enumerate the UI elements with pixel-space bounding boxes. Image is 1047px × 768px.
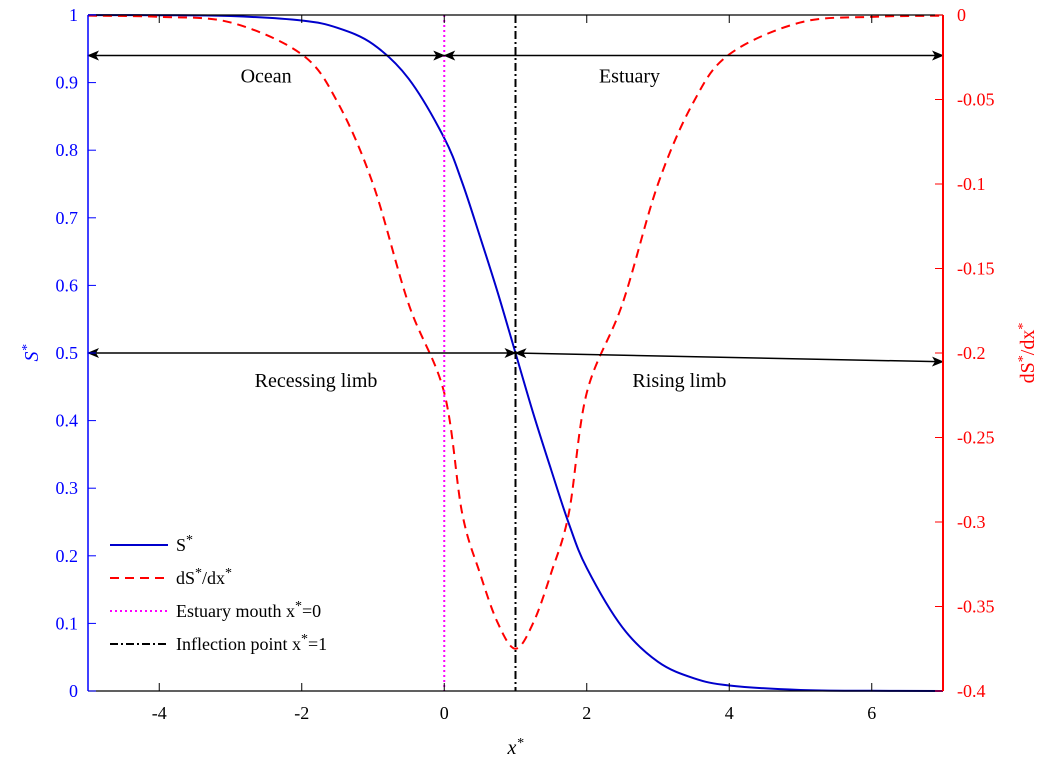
- superscript-star: *: [516, 736, 523, 751]
- y-right-tick-label: -0.4: [957, 681, 986, 701]
- y-left-tick-label: 0.4: [56, 411, 79, 431]
- y-right-tick-label: 0: [957, 5, 966, 25]
- series-line-dS-dx: [87, 14, 944, 650]
- y-right-tick-label: -0.1: [957, 174, 986, 194]
- annotation-layer: Ocean Estuary Recessing limb Rising limb: [87, 50, 944, 392]
- y-left-tick-label: 0.8: [56, 140, 79, 160]
- axis-title-part: Inflection point x: [176, 634, 301, 654]
- region-label: Recessing limb: [255, 370, 378, 392]
- region-label: Ocean: [241, 66, 292, 88]
- axis-title-part: /dx: [202, 568, 225, 588]
- superscript-star: *: [1016, 323, 1031, 330]
- axis-title-part: dS: [1017, 362, 1039, 383]
- y-left-tick-label: 0.7: [56, 208, 79, 228]
- axis-title-part: dS: [176, 568, 195, 588]
- y-right-tick-label: -0.15: [957, 259, 995, 279]
- superscript-star: *: [225, 566, 232, 581]
- y-right-tick-label: -0.25: [957, 428, 995, 448]
- axis-title-part: x: [507, 737, 517, 759]
- y-right-tick-label: -0.05: [957, 90, 995, 110]
- legend-label: dS*/dx*: [176, 566, 232, 589]
- superscript-star: *: [1016, 355, 1031, 362]
- axis-layer: -4 -2 0 2 4 6 0 0.1 0.2 0.3 0.4 0.5 0.6 0.7 0.8 0.9 1 0 -0…: [56, 5, 995, 723]
- y-left-tick-label: 0.3: [56, 478, 79, 498]
- x-tick-label: -4: [152, 703, 167, 723]
- superscript-star: *: [295, 599, 302, 614]
- superscript-star: *: [20, 345, 35, 352]
- y-left-tick-label: 0.6: [56, 275, 79, 295]
- superscript-star: *: [301, 632, 308, 647]
- axis-title-part: Estuary mouth x: [176, 601, 295, 621]
- y-right-tick-label: -0.2: [957, 343, 986, 363]
- y-right-axis-title: dS*/dx*: [1016, 323, 1040, 384]
- axis-title-part: =0: [302, 601, 321, 621]
- superscript-star: *: [186, 533, 193, 548]
- legend-label: Estuary mouth x*=0: [176, 599, 321, 622]
- axis-title-part: S: [176, 535, 186, 555]
- double-arrow: [514, 348, 944, 367]
- y-left-tick-label: 0: [69, 681, 78, 701]
- y-left-tick-label: 0.5: [56, 343, 79, 363]
- y-left-tick-label: 0.9: [56, 73, 79, 93]
- y-right-tick-label: -0.3: [957, 512, 986, 532]
- x-tick-label: 6: [867, 703, 876, 723]
- y-left-tick-label: 1: [69, 5, 78, 25]
- y-left-tick-label: 0.1: [56, 613, 79, 633]
- superscript-star: *: [195, 566, 202, 581]
- axis-title-part: /dx: [1017, 330, 1039, 356]
- y-left-tick-label: 0.2: [56, 546, 79, 566]
- x-tick-label: 4: [725, 703, 734, 723]
- legend-label: S*: [176, 533, 193, 556]
- x-axis-title: x*: [507, 736, 524, 760]
- x-tick-label: 2: [582, 703, 591, 723]
- y-right-tick-label: -0.35: [957, 597, 995, 617]
- region-label: Estuary: [599, 66, 660, 88]
- y-left-axis-title: S*: [20, 345, 44, 362]
- x-tick-label: 0: [440, 703, 449, 723]
- x-tick-label: -2: [294, 703, 309, 723]
- region-label: Rising limb: [632, 370, 726, 392]
- legend-label: Inflection point x*=1: [176, 632, 327, 655]
- axis-title-part: =1: [308, 634, 327, 654]
- axis-title-part: S: [21, 352, 43, 362]
